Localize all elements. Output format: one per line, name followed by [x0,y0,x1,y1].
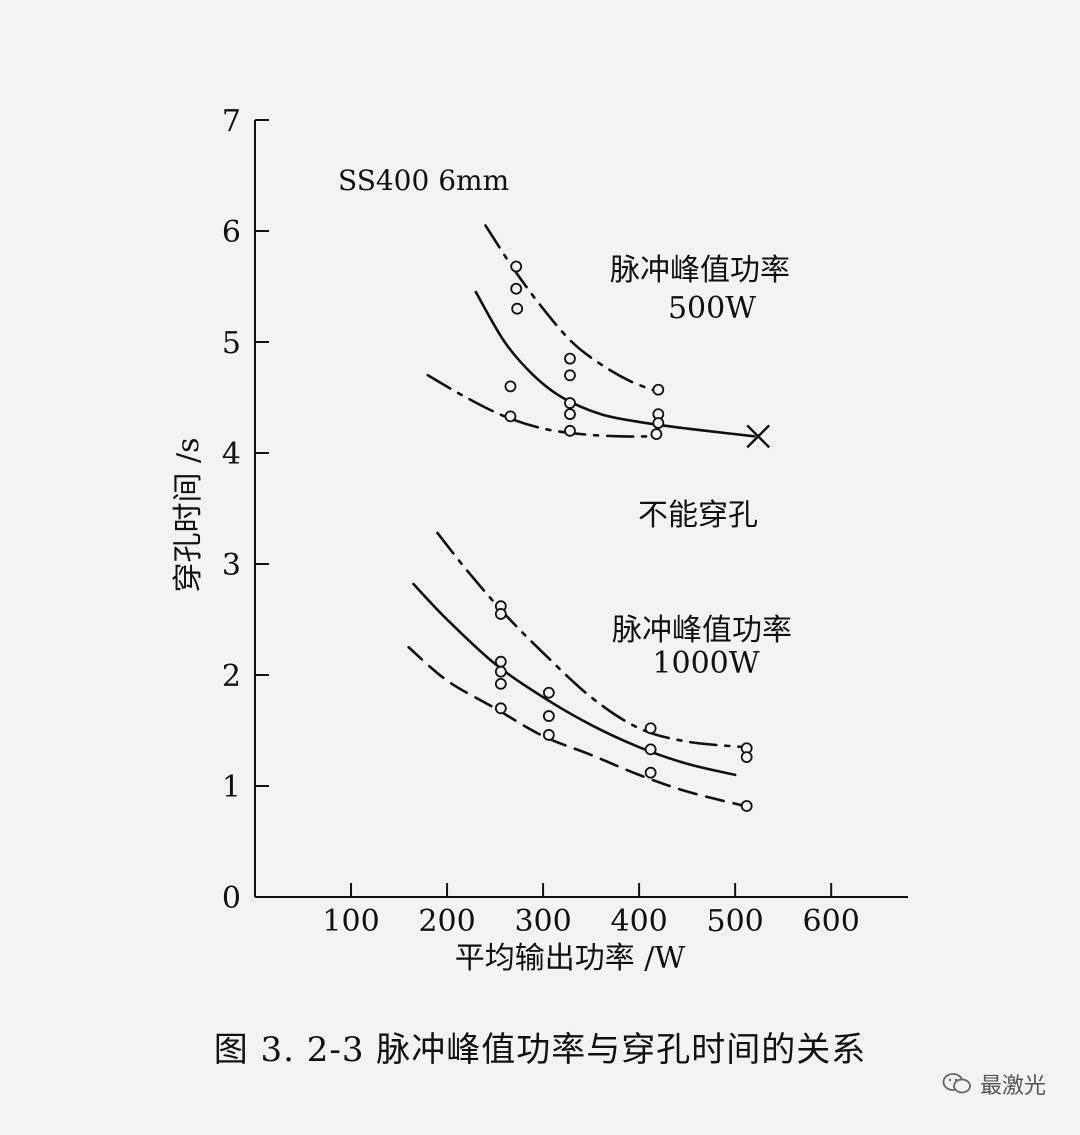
y-tick-label: 2 [222,659,241,694]
data-point [511,302,524,315]
data-point [740,800,753,812]
data-point [494,655,507,668]
y-tick-label: 4 [222,437,241,472]
data-point [650,428,663,441]
data-point [504,380,517,393]
data-point [564,408,576,421]
data-point [510,260,523,273]
data-point [504,410,517,423]
data-point [494,677,507,690]
series-line-500W-solid [474,290,756,438]
data-point [652,417,665,429]
data-point [494,665,507,678]
y-tick-label: 5 [222,326,241,361]
tick-marks: 0 1 2 3 4 5 6 7 100 200 300 400 500 600 [222,104,860,939]
data-points [494,260,771,812]
x-tick-label: 300 [514,904,571,939]
data-point [652,383,665,396]
series-line-1000W-dashed [407,645,747,808]
series-line-500W-dash-dot [426,374,651,438]
y-tick-label: 3 [222,548,241,583]
series-line-1000W-solid [412,582,737,777]
figure-caption: 图 3. 2-3 脉冲峰值功率与穿孔时间的关系 [213,1030,867,1070]
y-tick-label: 1 [222,770,241,805]
x-tick-label: 100 [322,904,379,939]
cannot-pierce-marker [746,424,771,449]
y-tick-label: 7 [222,104,241,139]
x-tick-label: 500 [707,904,764,939]
data-point [564,397,576,409]
chat-bubbles-icon [942,1073,971,1094]
annotation-label: SS400 6mm [338,164,509,197]
data-point [542,729,555,741]
annotation-label: 500W [668,291,756,326]
annotation-label: 1000W [652,646,759,681]
y-tick-label: 6 [222,215,241,250]
data-point [564,352,576,365]
data-point [494,608,507,620]
annotation-label: 脉冲峰值功率 [610,253,790,288]
data-point [740,751,753,764]
piercing-time-chart: 0 1 2 3 4 5 6 7 100 200 300 400 500 600 平均输出功率 /W 穿孔时间… [171,104,908,976]
watermark-text: 最激光 [979,1074,1046,1099]
annotation-label: 不能穿孔 [638,498,758,533]
y-axis-label: 穿孔时间 /s [171,437,206,592]
watermark: 最激光 [942,1068,1046,1100]
series-line-1000W-dash-dot [436,531,747,749]
data-point [644,766,657,779]
data-point [644,743,657,756]
annotation-label: 脉冲峰值功率 [612,613,792,648]
y-tick-label: 0 [222,881,241,916]
data-point [510,282,523,295]
x-tick-label: 400 [610,904,667,939]
data-point [494,702,507,715]
data-point [564,369,576,382]
x-axis-label: 平均输出功率 /W [455,941,686,976]
data-point [644,722,657,735]
data-point [564,424,576,437]
data-point [542,686,555,699]
data-point [542,710,555,722]
x-tick-label: 200 [418,904,475,939]
axes [254,120,908,898]
x-tick-label: 600 [803,904,860,939]
